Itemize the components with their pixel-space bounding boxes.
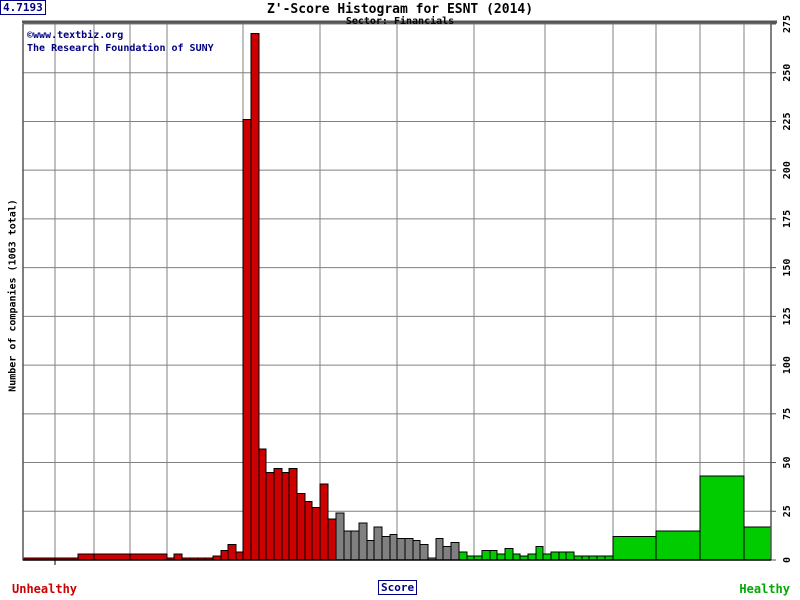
attribution-line-1: ©www.textbiz.org: [27, 30, 124, 41]
attribution-line-2: The Research Foundation of SUNY: [27, 43, 214, 54]
svg-text:125: 125: [782, 307, 793, 325]
svg-text:175: 175: [782, 210, 793, 228]
svg-text:250: 250: [782, 64, 793, 82]
page-title: Z'-Score Histogram for ESNT (2014): [266, 2, 534, 17]
score-marker-label: 4.7193: [0, 0, 46, 15]
histogram-bars: [22, 33, 772, 561]
y-axis-label: Number of companies (1063 total): [7, 199, 19, 392]
plot-frame: [22, 20, 777, 561]
axis-tick-labels: 0 25 50 75 100 125 150 175 200 225 250 275: [54, 15, 793, 565]
svg-text:50: 50: [782, 457, 793, 469]
x-axis-label: Score: [378, 580, 418, 595]
svg-text:0: 0: [782, 557, 793, 563]
attribution-text: ©www.textbiz.org The Research Foundation…: [27, 29, 214, 55]
svg-text:225: 225: [782, 112, 793, 130]
svg-text:200: 200: [782, 161, 793, 179]
gridlines: [23, 23, 771, 560]
legend-unhealthy-label: Unhealthy: [12, 582, 78, 596]
legend-healthy-label: Healthy: [739, 582, 790, 596]
svg-text:100: 100: [782, 356, 793, 374]
chart-subtitle: Sector: Financials: [345, 16, 455, 27]
svg-text:150: 150: [782, 259, 793, 277]
svg-text:75: 75: [782, 408, 793, 420]
svg-text:275: 275: [782, 15, 793, 33]
svg-text:25: 25: [782, 505, 793, 517]
